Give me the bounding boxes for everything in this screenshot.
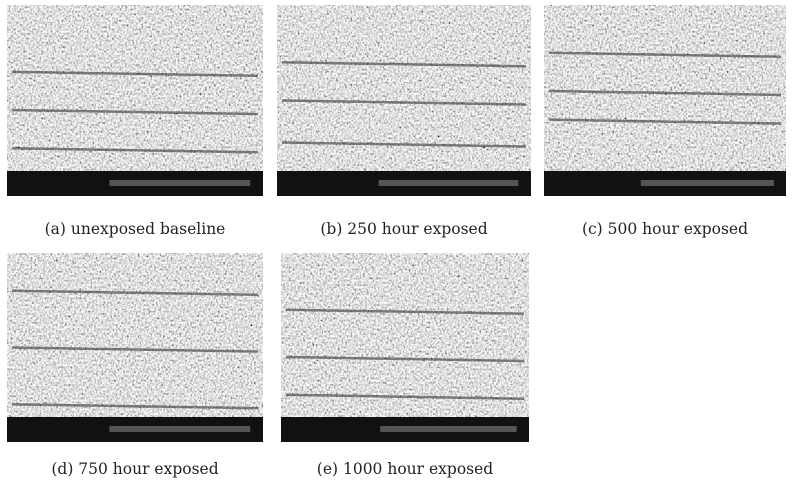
- scale-bar-text: [641, 180, 774, 186]
- sem-image: [281, 253, 529, 442]
- scale-bar-text: [379, 180, 519, 186]
- panel: (b) 250 hour exposed: [277, 5, 531, 238]
- scale-bar-text: [109, 426, 250, 432]
- sem-image: [544, 5, 786, 196]
- panel: (e) 1000 hour exposed: [281, 253, 529, 478]
- caption: (b) 250 hour exposed: [320, 220, 487, 238]
- panel: (a) unexposed baseline: [7, 5, 263, 238]
- caption: (e) 1000 hour exposed: [317, 460, 493, 478]
- panel: (c) 500 hour exposed: [544, 5, 786, 238]
- caption: (c) 500 hour exposed: [582, 220, 748, 238]
- panels: (a) unexposed baseline (b) 250 hour expos…: [7, 5, 786, 478]
- sem-image: [7, 5, 263, 196]
- caption: (d) 750 hour exposed: [51, 460, 218, 478]
- figure: (a) unexposed baseline (b) 250 hour expos…: [0, 0, 794, 487]
- caption: (a) unexposed baseline: [45, 220, 226, 238]
- panel: (d) 750 hour exposed: [7, 253, 263, 478]
- scale-bar-text: [109, 180, 250, 186]
- scale-bar-text: [380, 426, 516, 432]
- page: (a) unexposed baseline (b) 250 hour expos…: [0, 0, 794, 487]
